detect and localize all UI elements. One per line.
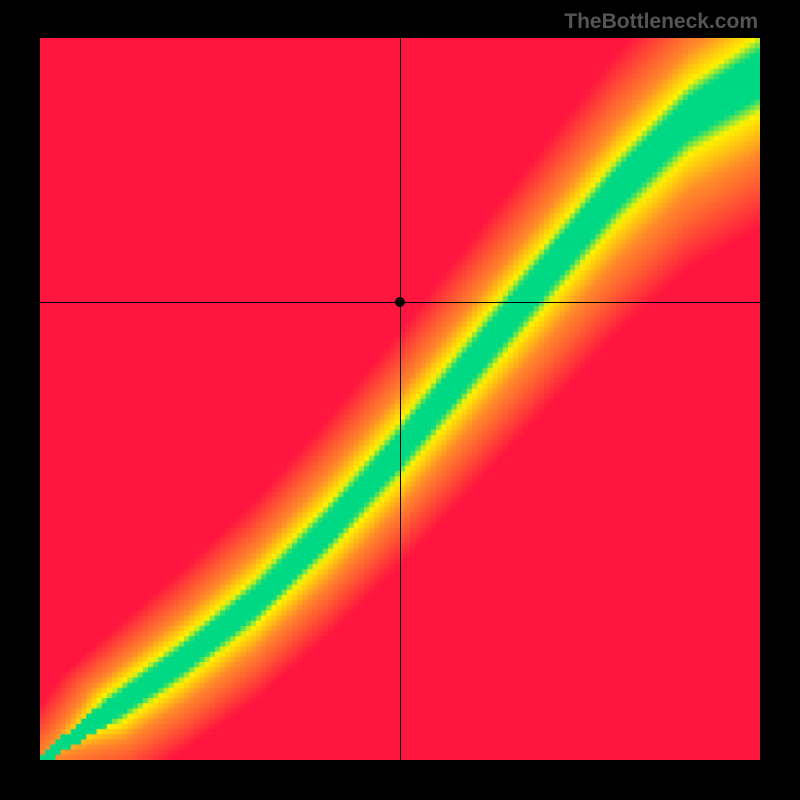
plot-area [40, 38, 760, 760]
watermark-text: TheBottleneck.com [564, 10, 758, 34]
crosshair-marker [395, 297, 405, 307]
crosshair-vertical [400, 38, 401, 760]
chart-container: TheBottleneck.com [0, 0, 800, 800]
